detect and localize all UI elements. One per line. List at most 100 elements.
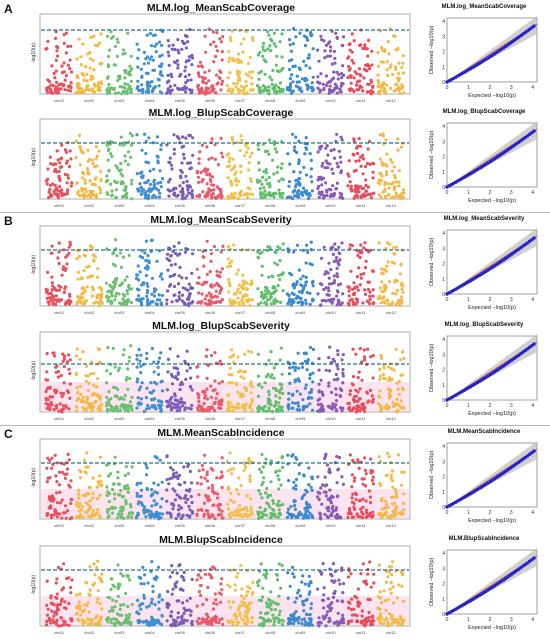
snp-point [54,36,58,40]
snp-point [153,603,157,607]
snp-point [83,181,87,185]
snp-point [337,149,341,153]
qq-y-tick: 4 [442,231,445,237]
snp-point [342,73,346,77]
snp-point [155,382,159,386]
snp-point [206,512,210,516]
snp-point [52,614,56,618]
qq-x-tick: 0 [446,190,449,196]
snp-point [363,355,367,359]
snp-point [66,509,70,513]
snp-point [233,191,237,195]
snp-point [67,601,71,606]
chromosome-tick-label: chr07 [235,310,246,315]
snp-point [400,65,404,69]
qq-x-tick: 0 [446,85,449,91]
snp-point [77,193,82,198]
snp-point [290,73,294,77]
chromosome-tick-label: chr12 [386,98,397,103]
snp-point [167,63,171,67]
snp-point [165,619,169,623]
snp-point [60,64,64,68]
snp-point [309,167,313,171]
snp-point [197,161,201,165]
snp-point [280,405,284,409]
snp-point [65,467,70,471]
qq-x-tick: 3 [510,190,513,196]
manhattan-svg: -log10(p)chr01 chr02 chr03 chr04 chr05 chr06 c… [31,118,411,208]
snp-point [190,192,194,196]
snp-point [130,602,134,607]
snp-point [110,487,115,492]
snp-point [186,40,190,44]
snp-point [396,387,400,391]
snp-point [180,197,184,201]
snp-point [80,276,84,280]
snp-point [167,482,171,486]
snp-point [177,564,181,568]
snp-point [83,187,88,191]
snp-point [180,276,184,280]
snp-point [401,61,405,65]
snp-point [157,356,162,360]
snp-point [112,63,116,67]
snp-point [84,407,88,411]
snp-point [60,143,64,147]
snp-point [321,196,325,200]
snp-point [176,508,181,512]
snp-point [306,250,310,254]
snp-point [245,192,249,196]
snp-point [160,480,164,484]
snp-point [391,404,396,408]
snp-point [352,39,356,43]
snp-point [67,251,71,255]
snp-point [389,86,393,90]
snp-point [326,161,330,165]
snp-point [397,88,401,92]
snp-point [68,240,72,244]
chromosome-points-chr01 [44,351,72,414]
snp-point [328,80,333,84]
manhattan-title: MLM.MeanScabIncidence [157,427,285,439]
snp-point [257,86,261,90]
manhattan-ylabel: -log10(p) [31,468,37,488]
snp-point [390,469,394,473]
snp-point [166,252,170,256]
snp-point [225,164,230,169]
snp-point [242,85,246,89]
snp-point [113,492,117,496]
snp-point [114,294,118,298]
snp-point [279,483,283,487]
snp-point [379,301,383,305]
snp-point [371,176,375,180]
snp-point [316,86,320,90]
snp-point [256,409,260,414]
snp-point [359,272,363,277]
snp-point [129,620,133,624]
snp-point [205,182,209,186]
snp-point [274,403,278,407]
snp-point [99,82,104,86]
snp-point [202,280,207,284]
snp-point [297,472,301,476]
snp-point [139,582,143,586]
snp-point [115,405,119,409]
snp-point [75,386,79,390]
snp-point [150,90,154,94]
snp-point [45,619,49,623]
snp-point [258,492,262,496]
snp-point [365,511,369,515]
chromosome-tick-label: chr12 [386,416,397,421]
snp-point [341,82,345,86]
snp-point [324,181,328,185]
snp-point [399,483,404,487]
qq-confidence-band [447,334,537,400]
snp-point [256,255,260,259]
snp-point [220,287,224,291]
snp-point [124,403,128,407]
qq-xlabel: Expected −log10(p) [468,198,516,204]
figure-row: MLM.log_BlupScabCoverage -log10(p) chr01 ch… [0,105,550,210]
snp-point [198,150,202,154]
plot-frame [39,13,411,95]
snp-point [220,470,224,474]
